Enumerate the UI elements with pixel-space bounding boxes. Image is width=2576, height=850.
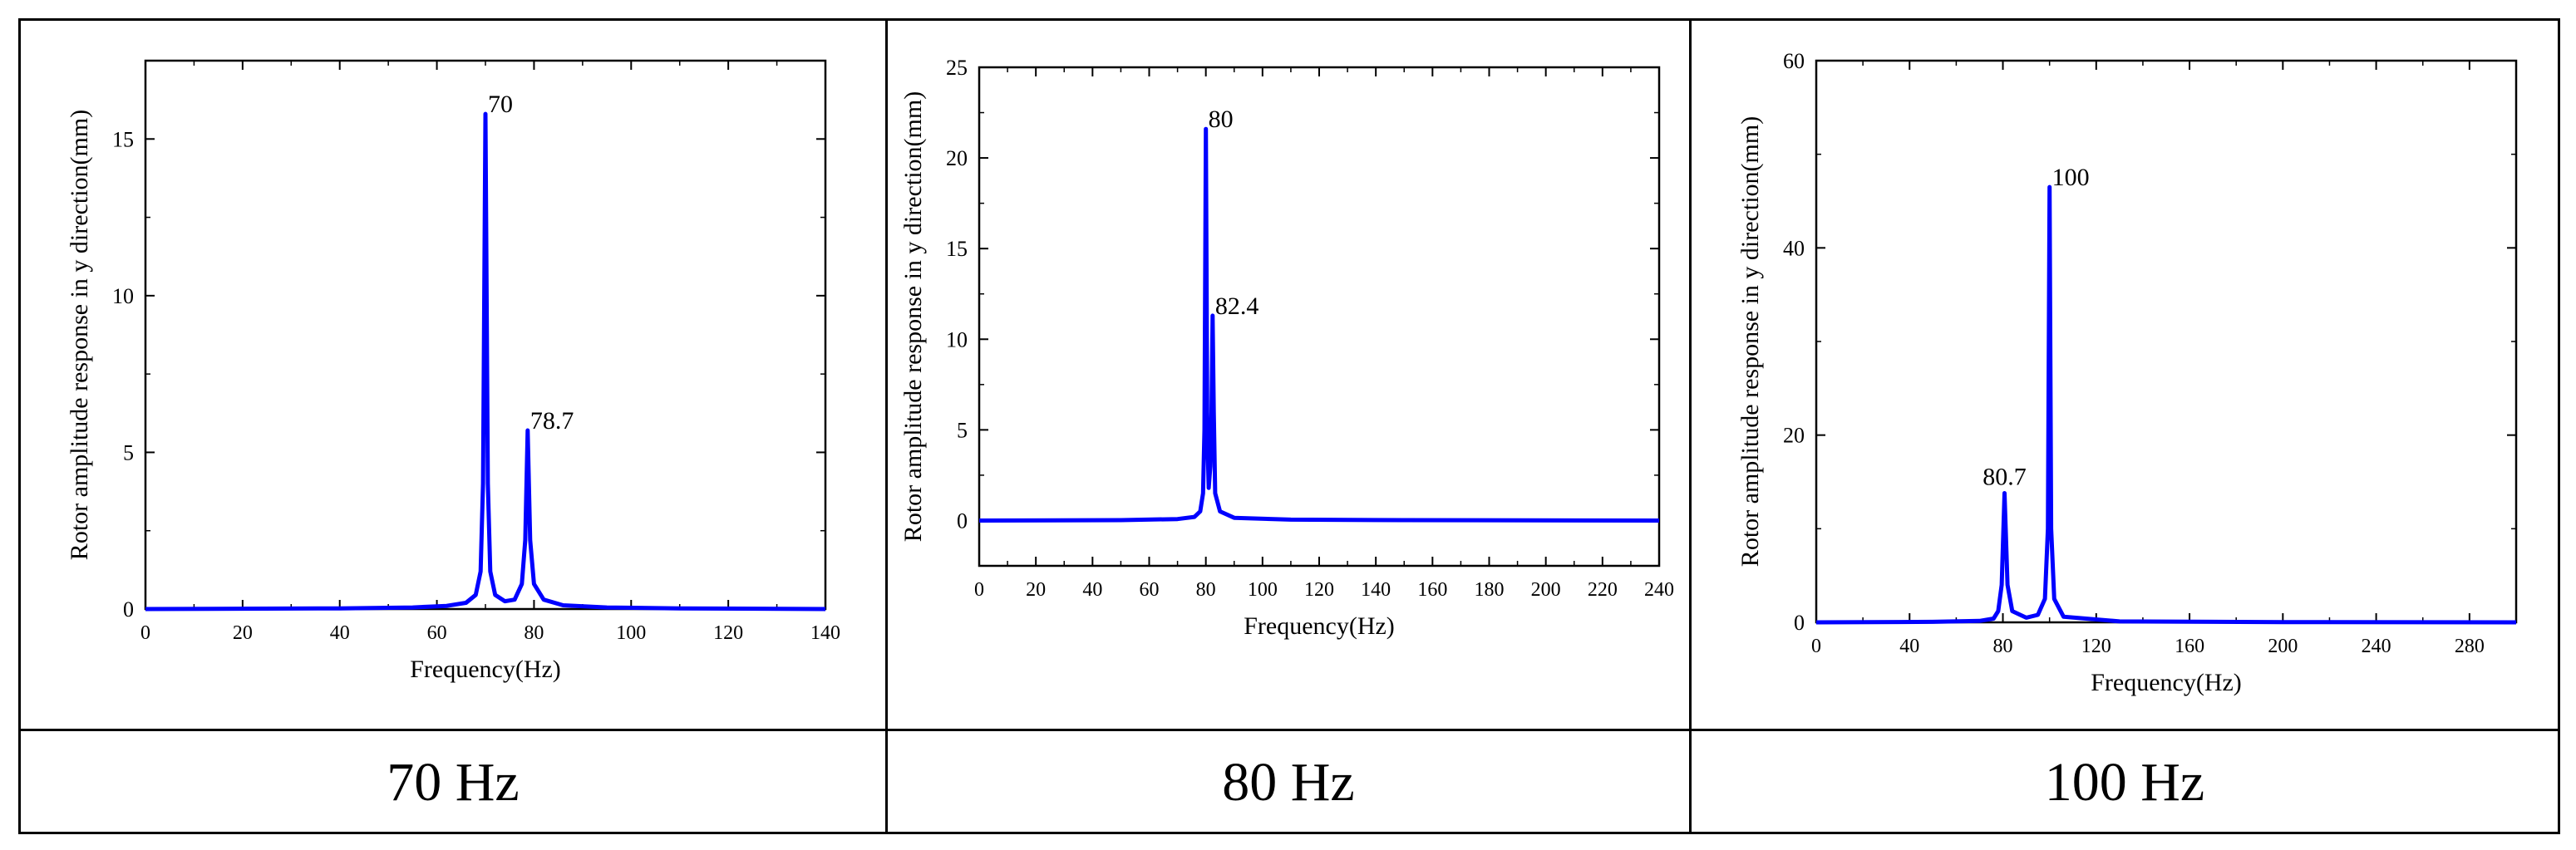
- x-tick-label: 240: [2362, 636, 2391, 657]
- column-divider: [1689, 21, 1692, 832]
- x-tick-label: 200: [2268, 636, 2298, 657]
- x-tick-label: 0: [974, 579, 984, 601]
- x-tick-label: 220: [1588, 579, 1618, 601]
- chart-panel-80hz: 0 20 40 60 80 100 120 140 160 180 200 220 240 0 5 10 15 2…: [888, 21, 1689, 729]
- y-tick-label: 0: [1794, 611, 1805, 635]
- y-axis-label: Rotor amplitude response in y direction(…: [66, 110, 93, 560]
- x-axis-label: Frequency(Hz): [410, 656, 561, 683]
- x-tick-label: 20: [233, 622, 253, 644]
- chart-panel-70hz: 0 20 40 60 80 100 120 140 0 5 10 15 Frequency(Hz) Rot…: [21, 21, 885, 729]
- y-tick-label: 0: [957, 509, 968, 533]
- x-tick-label: 40: [1082, 579, 1102, 601]
- peak-label: 100: [2052, 164, 2090, 191]
- x-tick-label: 20: [1026, 579, 1046, 601]
- y-tick-label: 40: [1783, 236, 1805, 260]
- x-tick-label: 140: [810, 622, 840, 644]
- chart-svg-80hz: 0 20 40 60 80 100 120 140 160 180 200 220 240 0 5 10 15 2…: [899, 56, 1674, 640]
- row-divider: [21, 729, 2558, 731]
- x-tick-label: 100: [1248, 579, 1278, 601]
- x-tick-label: 60: [1140, 579, 1160, 601]
- x-axis-label: Frequency(Hz): [1244, 612, 1395, 640]
- y-tick-label: 15: [112, 127, 134, 151]
- caption-100hz: 100 Hz: [2044, 752, 2205, 813]
- y-axis-label: Rotor amplitude response in y direction(…: [899, 91, 927, 542]
- y-axis-label: Rotor amplitude response in y direction(…: [1736, 116, 1764, 567]
- caption-80hz: 80 Hz: [1222, 752, 1355, 813]
- x-tick-label: 120: [2081, 636, 2111, 657]
- x-tick-label: 140: [1361, 579, 1391, 601]
- series-line: [978, 126, 1660, 523]
- x-tick-label: 200: [1531, 579, 1561, 601]
- peak-label: 70: [488, 91, 513, 118]
- y-tick-label: 10: [112, 284, 134, 308]
- y-tick-label: 20: [1783, 424, 1805, 448]
- x-axis-label: Frequency(Hz): [2091, 669, 2242, 696]
- x-tick-label: 180: [1475, 579, 1505, 601]
- y-tick-label: 15: [946, 237, 968, 261]
- peak-label: 80: [1209, 106, 1234, 133]
- column-divider: [885, 21, 888, 832]
- caption-70hz: 70 Hz: [387, 752, 520, 813]
- x-tick-label: 0: [140, 622, 150, 644]
- x-tick-label: 120: [1304, 579, 1334, 601]
- x-tick-label: 280: [2455, 636, 2485, 657]
- chart-panel-100hz: 0 40 80 120 160 200 240 280 0 20 40 60 Frequency(Hz)…: [1692, 21, 2558, 729]
- y-tick-label: 25: [946, 56, 968, 80]
- y-tick-label: 20: [946, 146, 968, 170]
- plot-frame: [978, 66, 1661, 567]
- plot-frame: [1815, 59, 2518, 624]
- x-tick-label: 160: [2175, 636, 2204, 657]
- x-tick-label: 0: [1811, 636, 1821, 657]
- series-line: [145, 111, 826, 612]
- y-tick-label: 60: [1783, 49, 1805, 73]
- y-tick-label: 5: [957, 418, 968, 442]
- figure-table: 0 20 40 60 80 100 120 140 0 5 10 15 Frequency(Hz) Rot…: [18, 18, 2560, 834]
- y-tick-label: 10: [946, 327, 968, 351]
- y-tick-label: 5: [123, 440, 134, 464]
- x-tick-label: 40: [330, 622, 350, 644]
- chart-svg-100hz: 0 40 80 120 160 200 240 280 0 20 40 60 Frequency(Hz)…: [1736, 49, 2518, 696]
- x-tick-label: 60: [427, 622, 447, 644]
- peak-label: 80.7: [1982, 464, 2027, 491]
- peak-label: 82.4: [1215, 292, 1259, 320]
- x-tick-label: 80: [1196, 579, 1216, 601]
- chart-svg-70hz: 0 20 40 60 80 100 120 140 0 5 10 15 Frequency(Hz) Rot…: [66, 59, 840, 683]
- series-line: [1815, 184, 2517, 625]
- y-tick-label: 0: [123, 597, 134, 622]
- x-tick-label: 80: [524, 622, 544, 644]
- peak-label: 78.7: [530, 407, 574, 435]
- x-tick-label: 40: [1899, 636, 1919, 657]
- x-tick-label: 120: [713, 622, 743, 644]
- x-tick-label: 80: [1993, 636, 2013, 657]
- x-tick-label: 160: [1417, 579, 1447, 601]
- x-tick-label: 100: [616, 622, 646, 644]
- x-tick-label: 240: [1644, 579, 1674, 601]
